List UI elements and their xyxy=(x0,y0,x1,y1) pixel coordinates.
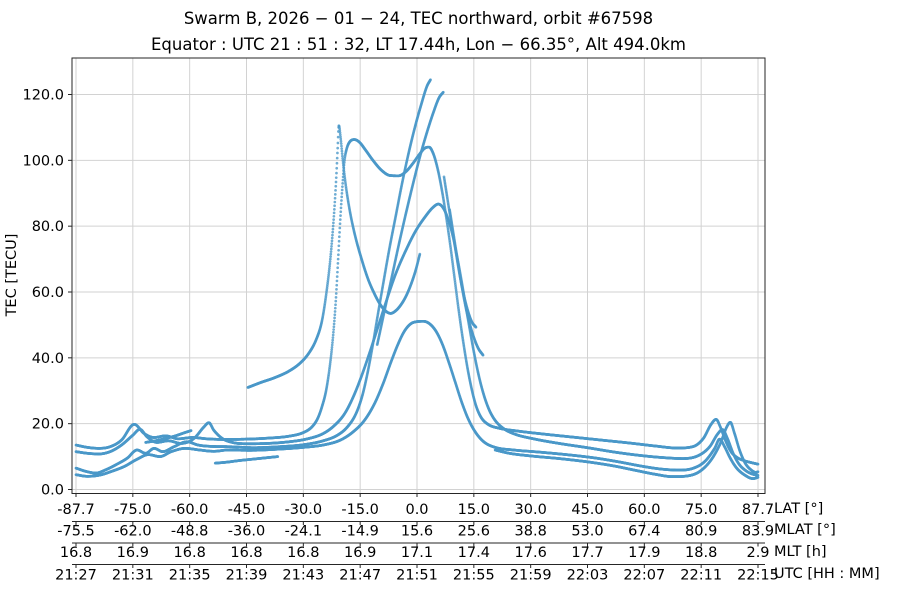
x-row-name-mlt: MLT [h] xyxy=(774,544,827,560)
x-row-name-mlat: MLAT [°] xyxy=(774,522,836,538)
x-row-name-utc: UTC [HH : MM] xyxy=(774,566,880,582)
x-row-name-lat: LAT [°] xyxy=(774,501,824,517)
